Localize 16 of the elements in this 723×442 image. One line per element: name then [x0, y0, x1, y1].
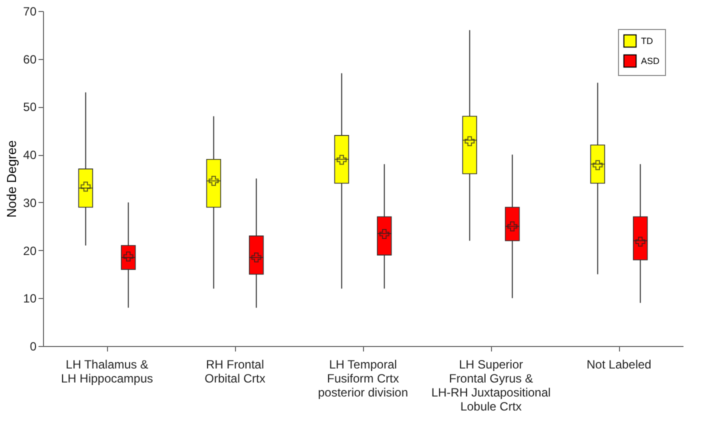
y-tick-label: 30	[23, 196, 37, 210]
y-tick-label: 20	[23, 244, 37, 258]
legend-label: ASD	[641, 56, 660, 66]
y-tick-label: 50	[23, 100, 37, 114]
x-tick-label: LH Superior Frontal Gyrus & LH-RH Juxtapositional Lobule Crtx	[431, 358, 551, 414]
x-tick-label: RH Frontal Orbital Crtx	[204, 358, 266, 386]
x-tick-label: LH Thalamus & LH Hippocampus	[60, 358, 154, 386]
x-tick-label: Not Labeled	[586, 358, 652, 372]
y-tick-label: 40	[23, 148, 37, 162]
x-tick-label: LH Temporal Fusiform Crtx posterior division	[318, 358, 408, 400]
y-tick-label: 70	[23, 4, 37, 18]
y-axis-title: Node Degree	[4, 140, 20, 218]
y-tick-label: 60	[23, 52, 37, 66]
legend-label: TD	[641, 36, 654, 46]
y-tick-label: 0	[30, 340, 37, 354]
y-tick-label: 10	[23, 292, 37, 306]
